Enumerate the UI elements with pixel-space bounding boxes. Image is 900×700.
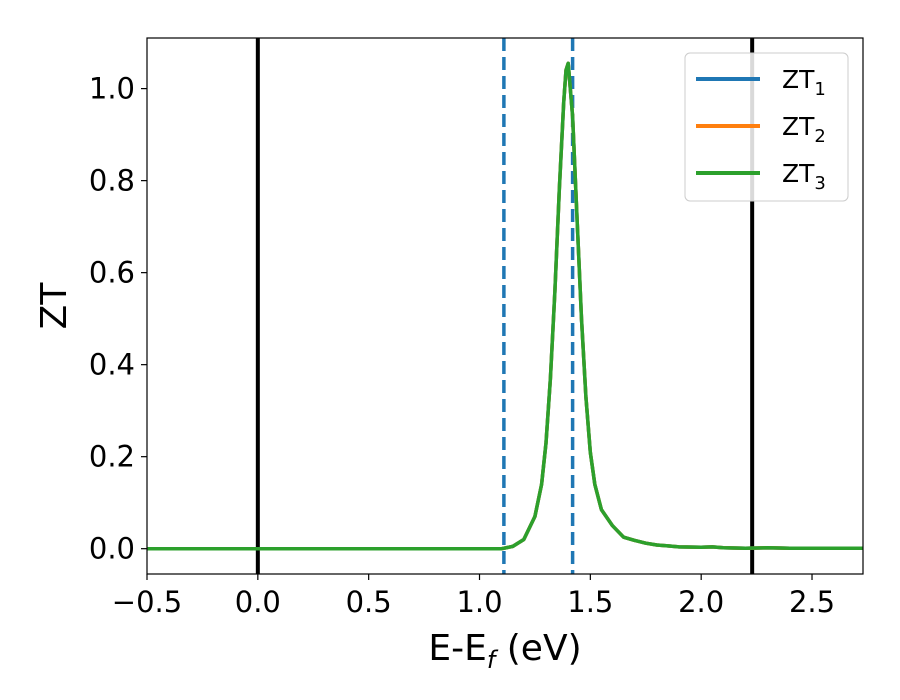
y-axis-title: ZT <box>34 282 75 330</box>
legend-box <box>684 52 849 202</box>
x-tick-label: −0.5 <box>112 585 182 619</box>
y-tick-label: 1.0 <box>89 72 135 106</box>
axes: −0.5 0.0 0.5 1.0 1.5 2.0 2.5 0.0 0.2 0.4 0.6 0.8 1.0 <box>89 37 864 619</box>
x-tick-label: 1.0 <box>456 585 502 619</box>
y-tick-label: 0.8 <box>89 164 135 198</box>
x-axis-title-main: E-E <box>428 628 486 669</box>
legend-label-sub: 1 <box>814 79 825 100</box>
y-tick-label: 0.4 <box>89 348 135 382</box>
legend-label-1: ZT1 <box>782 65 826 100</box>
y-tick-label: 0.2 <box>89 440 135 474</box>
y-tick-label: 0.6 <box>89 256 135 290</box>
legend-label-main: ZT <box>782 159 815 188</box>
x-tick-label: 2.0 <box>678 585 724 619</box>
legend-label-sub: 3 <box>814 173 825 194</box>
legend-label-main: ZT <box>782 65 815 94</box>
x-axis-title: E-Ef (eV) <box>428 628 581 674</box>
series-line-3 <box>147 61 863 551</box>
y-tick-label: 0.0 <box>89 532 135 566</box>
x-axis-title-unit: (eV) <box>495 628 581 669</box>
legend-label-main: ZT <box>782 112 815 141</box>
legend-label-3: ZT3 <box>782 159 826 194</box>
x-tick-label: 0.5 <box>346 585 392 619</box>
legend-label-2: ZT2 <box>782 112 826 147</box>
x-tick-label: 1.5 <box>567 585 613 619</box>
x-tick-label: 2.5 <box>789 585 835 619</box>
x-tick-label: 0.0 <box>235 585 281 619</box>
legend-label-sub: 2 <box>814 126 825 147</box>
axes-frame <box>146 37 864 575</box>
